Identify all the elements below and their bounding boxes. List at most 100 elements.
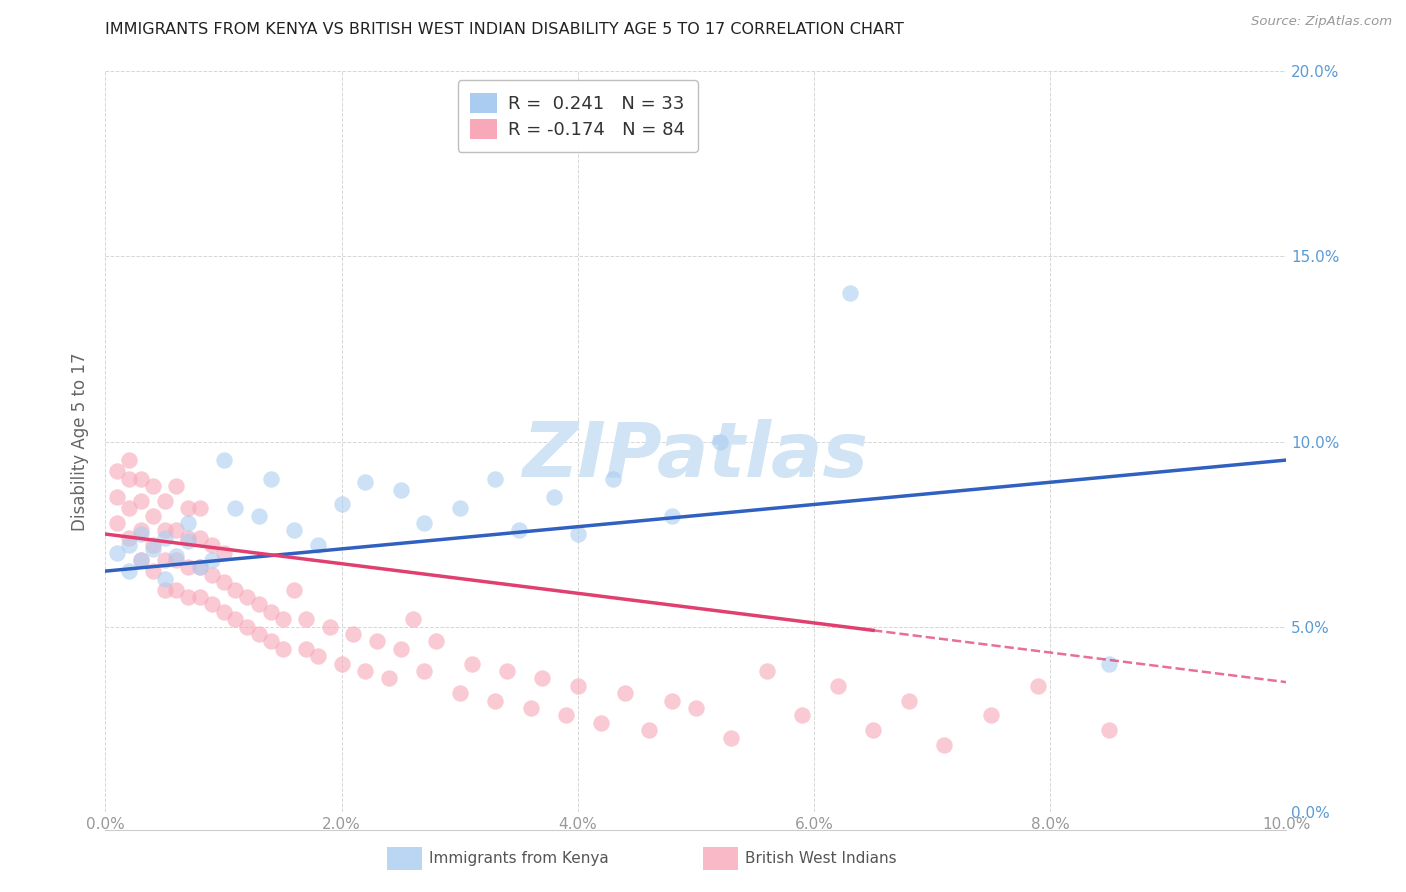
Point	[165, 553, 187, 567]
Text: IMMIGRANTS FROM KENYA VS BRITISH WEST INDIAN DISABILITY AGE 5 TO 17 CORRELATION : IMMIGRANTS FROM KENYA VS BRITISH WEST IN…	[105, 22, 904, 37]
Point	[188, 560, 211, 574]
Point	[129, 471, 152, 485]
Point	[201, 538, 224, 552]
Point	[283, 524, 305, 538]
Legend: R =  0.241   N = 33, R = -0.174   N = 84: R = 0.241 N = 33, R = -0.174 N = 84	[458, 80, 697, 152]
Point	[401, 612, 423, 626]
Point	[449, 686, 471, 700]
Point	[460, 657, 482, 671]
Point	[260, 471, 283, 485]
Point	[201, 598, 224, 612]
Point	[142, 479, 165, 493]
Point	[224, 582, 246, 597]
Point	[177, 501, 200, 516]
Point	[105, 464, 128, 478]
Point	[330, 498, 353, 512]
Point	[295, 612, 318, 626]
Text: British West Indians: British West Indians	[745, 852, 897, 866]
Point	[165, 524, 187, 538]
Point	[153, 493, 176, 508]
Point	[201, 567, 224, 582]
Point	[177, 590, 200, 604]
Point	[165, 582, 187, 597]
Point	[118, 564, 141, 578]
Point	[602, 471, 624, 485]
Point	[224, 612, 246, 626]
Point	[897, 694, 920, 708]
Point	[980, 708, 1002, 723]
Point	[165, 549, 187, 564]
Point	[142, 538, 165, 552]
Point	[105, 516, 128, 530]
Point	[614, 686, 637, 700]
Point	[307, 649, 329, 664]
Point	[260, 605, 283, 619]
Point	[177, 560, 200, 574]
Point	[177, 531, 200, 545]
Point	[118, 453, 141, 467]
Point	[153, 582, 176, 597]
Point	[508, 524, 530, 538]
Point	[685, 701, 707, 715]
Point	[862, 723, 884, 738]
Point	[247, 598, 270, 612]
Point	[129, 493, 152, 508]
Point	[236, 619, 259, 633]
Point	[118, 538, 141, 552]
Point	[307, 538, 329, 552]
Point	[366, 634, 388, 648]
Text: Immigrants from Kenya: Immigrants from Kenya	[429, 852, 609, 866]
Point	[484, 471, 506, 485]
Point	[354, 664, 377, 678]
Point	[838, 286, 860, 301]
Point	[165, 479, 187, 493]
Point	[567, 679, 589, 693]
Point	[496, 664, 519, 678]
Point	[1098, 657, 1121, 671]
Point	[319, 619, 342, 633]
Point	[247, 508, 270, 523]
Point	[129, 553, 152, 567]
Point	[342, 627, 364, 641]
Point	[755, 664, 778, 678]
Point	[389, 641, 412, 656]
Point	[567, 527, 589, 541]
Point	[260, 634, 283, 648]
Point	[413, 664, 436, 678]
Point	[212, 575, 235, 590]
Point	[212, 605, 235, 619]
Point	[591, 715, 613, 730]
Point	[1098, 723, 1121, 738]
Point	[142, 541, 165, 556]
Point	[153, 531, 176, 545]
Point	[153, 553, 176, 567]
Point	[531, 672, 554, 686]
Point	[224, 501, 246, 516]
Point	[212, 453, 235, 467]
Point	[188, 590, 211, 604]
Point	[378, 672, 401, 686]
Point	[129, 524, 152, 538]
Point	[188, 501, 211, 516]
Point	[709, 434, 731, 449]
Point	[354, 475, 377, 490]
Point	[177, 516, 200, 530]
Point	[118, 531, 141, 545]
Point	[295, 641, 318, 656]
Point	[637, 723, 659, 738]
Point	[142, 508, 165, 523]
Point	[330, 657, 353, 671]
Point	[188, 560, 211, 574]
Point	[129, 527, 152, 541]
Point	[932, 738, 955, 752]
Point	[188, 531, 211, 545]
Point	[827, 679, 849, 693]
Point	[271, 612, 294, 626]
Point	[661, 694, 683, 708]
Point	[283, 582, 305, 597]
Point	[118, 501, 141, 516]
Text: Source: ZipAtlas.com: Source: ZipAtlas.com	[1251, 15, 1392, 29]
Text: ZIPatlas: ZIPatlas	[523, 419, 869, 493]
Point	[153, 524, 176, 538]
Point	[129, 553, 152, 567]
